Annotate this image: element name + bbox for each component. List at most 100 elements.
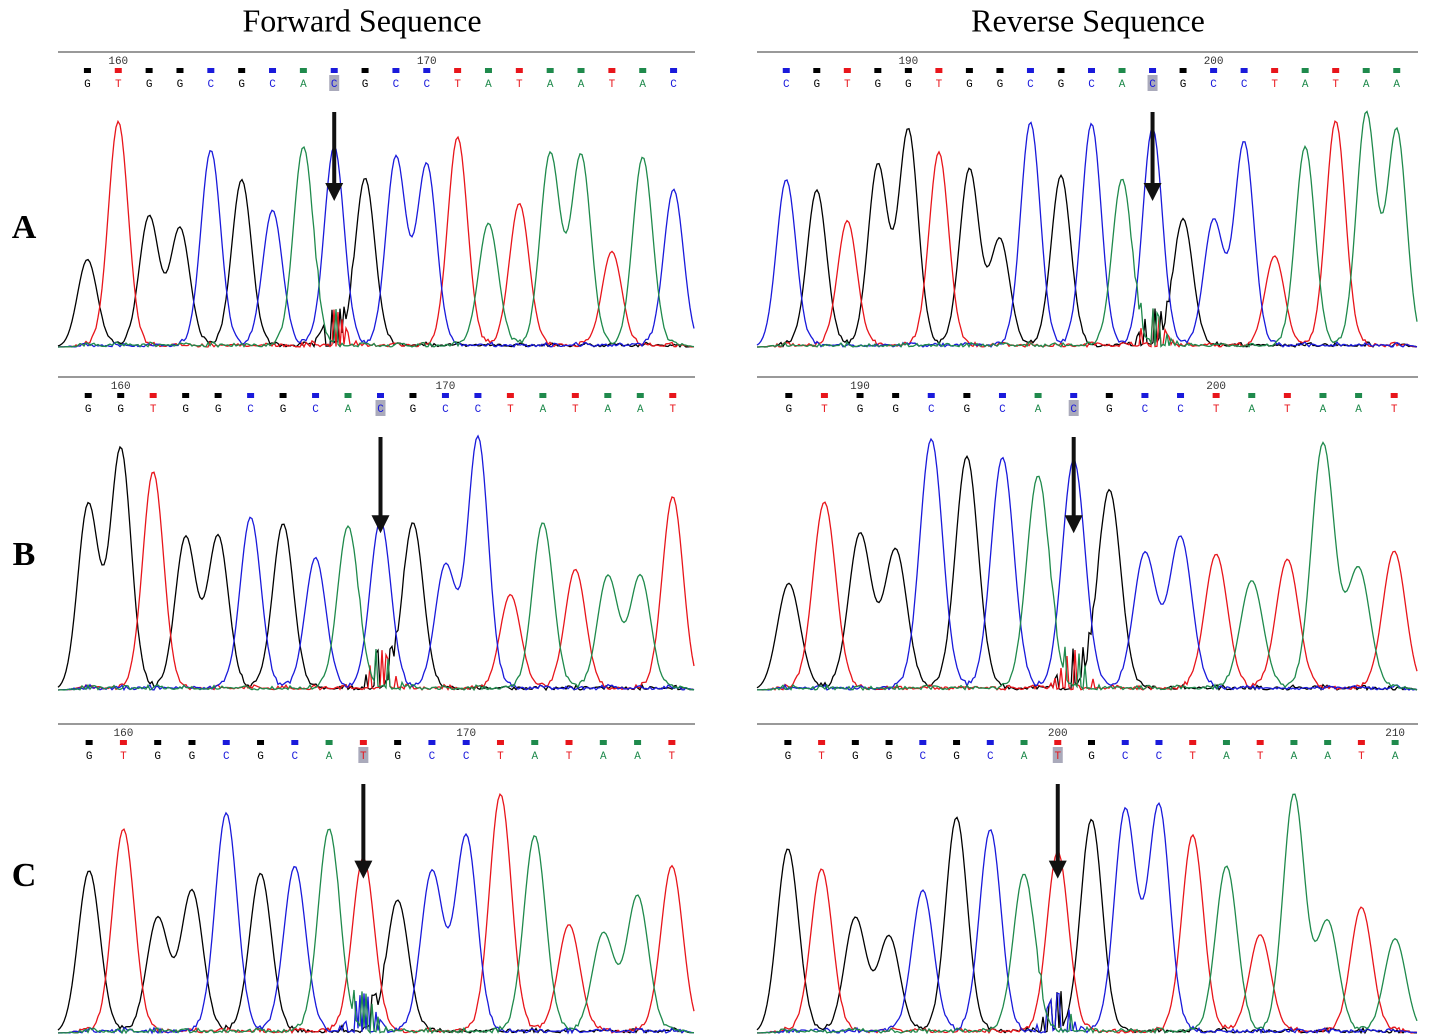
base-letter: G [182,404,189,416]
base-marker [1088,740,1095,745]
position-label: 160 [108,56,128,68]
position-label: 200 [1206,381,1226,393]
base-marker [987,740,994,745]
position-label: 170 [436,381,456,393]
base-marker [1141,393,1148,398]
base-letter: G [362,79,369,91]
base-marker [892,393,899,398]
base-letter: C [429,751,436,763]
base-letter: G [117,404,124,416]
base-letter: G [953,751,960,763]
base-letter: T [497,751,504,763]
base-marker [852,740,859,745]
base-marker [821,393,828,398]
base-marker [1189,740,1196,745]
base-marker [516,68,523,73]
column-title: Reverse Sequence [971,2,1205,38]
row-label: B [13,536,36,573]
base-marker [84,68,91,73]
base-letter: G [238,79,245,91]
base-letter: A [547,79,554,91]
base-letter: G [852,751,859,763]
trace [757,817,1417,1033]
base-marker [146,68,153,73]
base-marker [115,68,122,73]
base-marker [176,68,183,73]
base-letter: A [1363,79,1370,91]
base-marker [1363,68,1370,73]
base-marker [886,740,893,745]
base-letter: A [1223,751,1230,763]
base-letter: A [345,404,352,416]
position-label: 160 [114,728,134,740]
base-letter: C [1088,79,1095,91]
base-letter: C [1122,751,1129,763]
base-letter: C [442,404,449,416]
base-letter: T [1054,751,1061,763]
base-marker [818,740,825,745]
base-letter: G [1088,751,1095,763]
base-letter: C [920,751,927,763]
row-label: C [12,857,37,894]
base-marker [1392,740,1399,745]
base-letter: C [423,79,430,91]
base-letter: T [115,79,122,91]
base-marker [919,740,926,745]
arrow-head [1065,515,1083,533]
base-letter: T [150,404,157,416]
base-letter: T [572,404,579,416]
trace [58,829,694,1033]
base-letter: T [669,751,676,763]
base-marker [291,740,298,745]
base-marker [572,393,579,398]
base-marker [207,68,214,73]
position-label: 200 [1048,728,1068,740]
base-marker [120,740,127,745]
base-letter: A [1320,404,1327,416]
base-marker [485,68,492,73]
base-marker [442,393,449,398]
base-letter: C [1149,79,1156,91]
position-label: 170 [456,728,476,740]
base-letter: A [1119,79,1126,91]
base-letter: A [540,404,547,416]
arrow-head [372,515,390,533]
trace [58,523,694,690]
base-letter: C [987,751,994,763]
base-marker [238,68,245,73]
base-marker [604,393,611,398]
base-marker [1223,740,1230,745]
base-letter: A [485,79,492,91]
base-marker [1358,740,1365,745]
base-marker [331,68,338,73]
base-marker [1057,68,1064,73]
base-letter: G [154,751,161,763]
base-letter: C [999,404,1006,416]
base-letter: C [312,404,319,416]
arrow-head [1144,183,1162,201]
base-letter: T [360,751,367,763]
arrow-head [354,861,372,879]
base-letter: A [578,79,585,91]
base-letter: C [783,79,790,91]
base-letter: G [905,79,912,91]
base-letter: C [1241,79,1248,91]
base-marker [1180,68,1187,73]
base-letter: G [1106,404,1113,416]
base-letter: A [1392,751,1399,763]
base-marker [86,740,93,745]
base-marker [360,740,367,745]
base-letter: A [634,751,641,763]
base-marker [345,393,352,398]
base-letter: A [1302,79,1309,91]
base-letter: T [936,79,943,91]
base-letter: T [609,79,616,91]
base-marker [608,68,615,73]
base-marker [1177,393,1184,398]
base-letter: C [475,404,482,416]
base-letter: C [1027,79,1034,91]
position-label: 170 [417,56,437,68]
base-letter: G [857,404,864,416]
base-letter: C [1070,404,1077,416]
trace [58,146,694,347]
